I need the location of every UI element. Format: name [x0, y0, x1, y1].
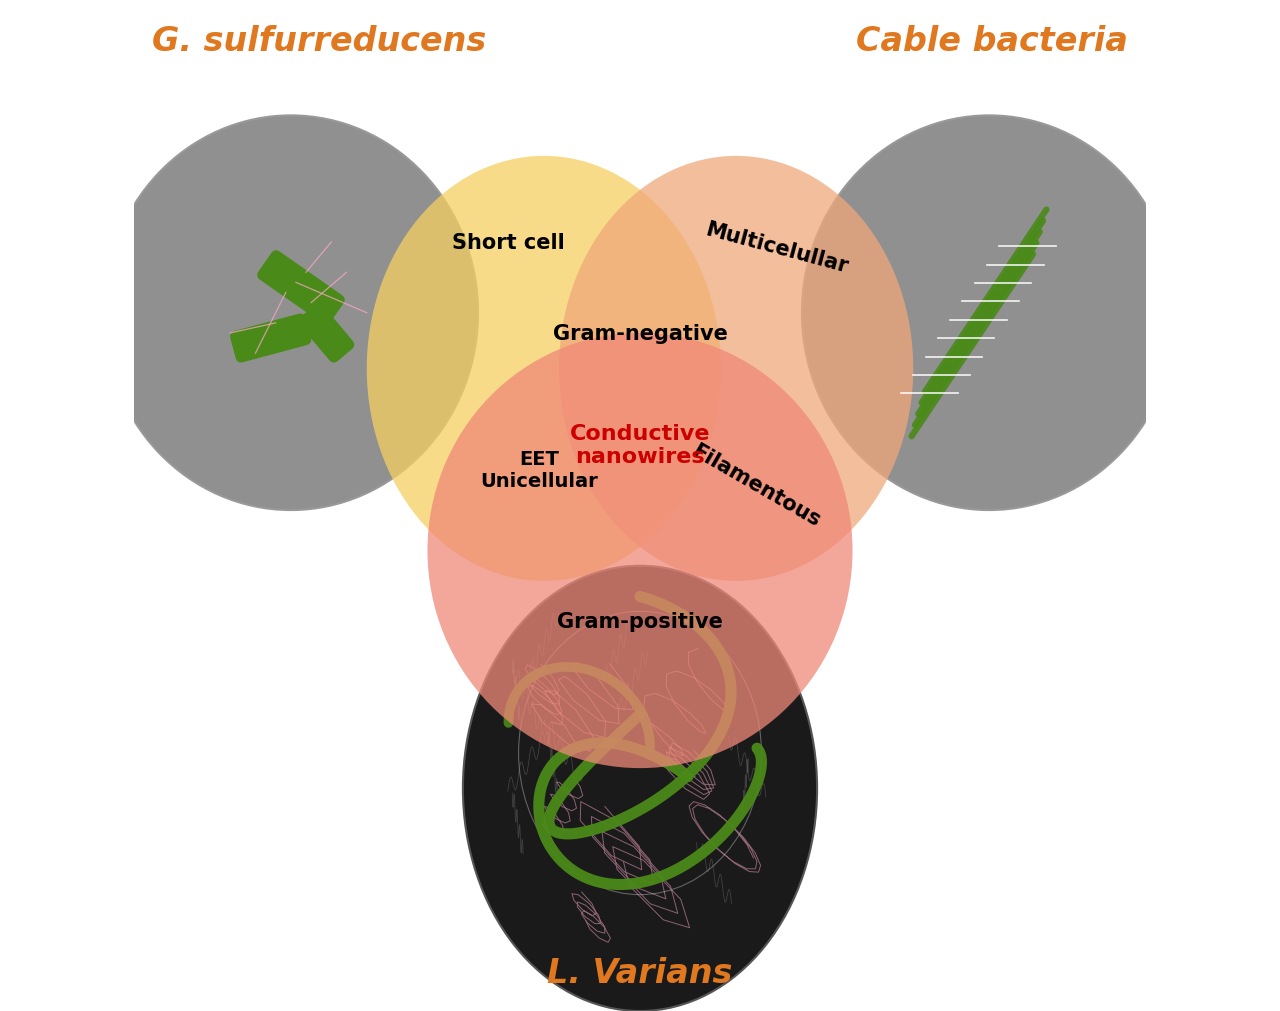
FancyBboxPatch shape [257, 251, 344, 326]
Ellipse shape [367, 157, 721, 581]
Text: Filamentous: Filamentous [689, 441, 824, 530]
Ellipse shape [463, 566, 817, 1011]
Text: Gram-negative: Gram-negative [553, 324, 727, 344]
Ellipse shape [559, 157, 913, 581]
Text: Multicelullar: Multicelullar [703, 219, 850, 276]
Text: EET
Unicellular: EET Unicellular [480, 450, 598, 490]
Ellipse shape [801, 116, 1176, 511]
FancyBboxPatch shape [230, 314, 311, 363]
Text: Conductive
nanowires: Conductive nanowires [570, 424, 710, 466]
Text: Cable bacteria: Cable bacteria [856, 25, 1128, 59]
Text: Short cell: Short cell [452, 233, 564, 253]
FancyBboxPatch shape [298, 304, 355, 363]
Ellipse shape [104, 116, 479, 511]
Text: G. sulfurreducens: G. sulfurreducens [152, 25, 486, 59]
Text: L. Varians: L. Varians [548, 955, 732, 989]
Ellipse shape [428, 334, 852, 768]
Text: Gram-positive: Gram-positive [557, 612, 723, 632]
